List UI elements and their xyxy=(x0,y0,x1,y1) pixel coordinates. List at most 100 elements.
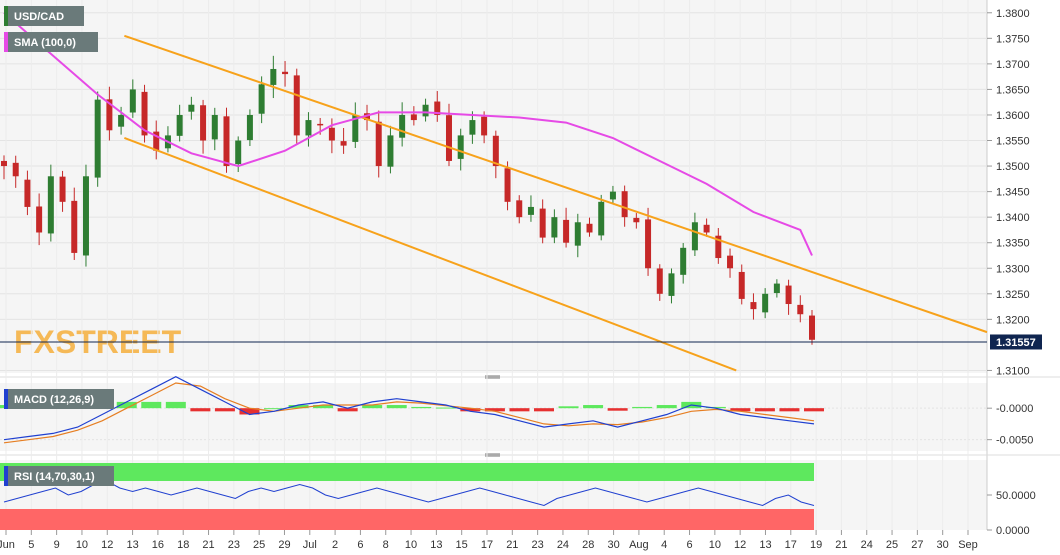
macd-signal-line xyxy=(3,382,815,444)
last-price-label: 1.31557 xyxy=(996,337,1036,349)
x-tick-label: 28 xyxy=(582,539,594,551)
x-tick-label: 15 xyxy=(456,539,468,551)
candle-body xyxy=(340,141,347,146)
candle-body xyxy=(246,114,253,141)
rsi-zones xyxy=(0,463,814,530)
candle-body xyxy=(586,223,593,233)
macd-histogram-bar xyxy=(313,405,334,409)
x-tick-label: 21 xyxy=(835,539,847,551)
candle-body xyxy=(258,84,265,114)
candle-body xyxy=(457,135,464,159)
price-tick-label: 1.3350 xyxy=(996,238,1030,250)
candle-body xyxy=(1,160,7,167)
candle-body xyxy=(668,273,675,296)
price-tick-label: 1.3700 xyxy=(996,59,1030,71)
candle-body xyxy=(24,179,31,207)
candle-body xyxy=(223,116,230,167)
x-tick-label: 8 xyxy=(383,539,389,551)
x-axis-ticks: Jun 5 9 10 12 13 16 18 21 23 25 29 Jul 2 6 8 10 13 15 17 21 2… xyxy=(0,530,978,551)
candle-body xyxy=(176,114,183,136)
price-panel-bg xyxy=(0,0,987,373)
candle-body xyxy=(364,113,371,121)
candle-body xyxy=(516,200,523,218)
candle-body xyxy=(305,120,312,136)
candle-body xyxy=(750,302,757,310)
candle-body xyxy=(598,201,605,236)
x-tick-label: 27 xyxy=(911,539,923,551)
candle-body xyxy=(469,120,476,135)
x-tick-label: 12 xyxy=(734,539,746,551)
macd-histogram-bar xyxy=(460,408,481,412)
candle-body xyxy=(282,71,289,75)
rsi-label[interactable]: RSI (14,70,30,1) xyxy=(4,466,114,486)
x-tick-label: Jul xyxy=(303,539,317,551)
candle-body xyxy=(481,116,488,136)
macd-histogram-bar xyxy=(534,408,554,412)
x-tick-label: 17 xyxy=(785,539,797,551)
candle-body xyxy=(36,206,43,233)
sma-text: SMA (100,0) xyxy=(14,37,76,49)
candle-body xyxy=(492,135,499,167)
candle-body xyxy=(129,89,136,113)
lower-channel-line xyxy=(124,137,737,372)
macd-label[interactable]: MACD (12,26,9) xyxy=(4,389,114,409)
x-tick-label: 13 xyxy=(759,539,771,551)
price-tick-label: 1.3500 xyxy=(996,161,1030,173)
macd-histogram-bar xyxy=(779,408,800,412)
candle-body xyxy=(809,315,815,340)
macd-tick-label: -0.0050 xyxy=(996,435,1033,447)
rsi-text: RSI (14,70,30,1) xyxy=(14,471,95,483)
macd-histogram-bar xyxy=(484,408,505,412)
macd-tick-label: -0.0000 xyxy=(996,403,1033,415)
x-tick-label: 16 xyxy=(152,539,164,551)
x-tick-label: 13 xyxy=(430,539,442,551)
price-tick-label: 1.3400 xyxy=(996,212,1030,224)
x-tick-label: 23 xyxy=(228,539,240,551)
candle-body xyxy=(375,121,382,167)
candle-body xyxy=(106,99,113,131)
macd-histogram-bar xyxy=(435,407,456,409)
macd-histogram-bar xyxy=(632,406,653,409)
candle-body xyxy=(633,217,640,223)
x-tick-label: 5 xyxy=(28,539,34,551)
x-tick-label: 4 xyxy=(661,539,667,551)
candle-body xyxy=(621,191,628,218)
price-tick-label: 1.3250 xyxy=(996,289,1030,301)
x-tick-label: 29 xyxy=(278,539,290,551)
macd-histogram-bar xyxy=(607,408,628,411)
price-tick-label: 1.3450 xyxy=(996,187,1030,199)
candle-body xyxy=(235,140,242,165)
x-tick-label: 25 xyxy=(253,539,265,551)
candle-body xyxy=(727,255,734,269)
candle-body xyxy=(762,293,769,313)
candle-body xyxy=(118,114,125,127)
rsi-overbought-zone xyxy=(0,463,814,481)
candle-body xyxy=(527,206,534,215)
candle-body xyxy=(539,208,546,238)
x-tick-label: 10 xyxy=(405,539,417,551)
macd-histogram-bar xyxy=(190,408,211,412)
x-tick-label: 30 xyxy=(937,539,949,551)
x-tick-label: 21 xyxy=(506,539,518,551)
macd-histogram-bar xyxy=(656,405,677,409)
macd-histogram-bar xyxy=(411,406,432,409)
candle-body xyxy=(270,68,277,85)
x-tick-label: 10 xyxy=(76,539,88,551)
candle-body xyxy=(71,200,78,253)
last-price-badge: 1.31557 xyxy=(990,334,1042,350)
candle-body xyxy=(574,222,581,246)
price-grid xyxy=(0,0,987,530)
price-tick-label: 1.3550 xyxy=(996,136,1030,148)
candle-body xyxy=(797,304,804,315)
candle-body xyxy=(200,105,207,141)
candle-body xyxy=(317,123,324,126)
x-tick-label: 19 xyxy=(810,539,822,551)
candle-body xyxy=(399,114,406,138)
sma-label[interactable]: SMA (100,0) xyxy=(4,32,98,52)
sma-line xyxy=(3,12,813,256)
symbol-label[interactable]: USD/CAD xyxy=(4,6,84,26)
macd-histogram-bar xyxy=(558,406,579,409)
price-tick-label: 1.3200 xyxy=(996,314,1030,326)
macd-histogram-bar xyxy=(583,405,604,409)
macd-histogram-bar xyxy=(509,408,530,412)
